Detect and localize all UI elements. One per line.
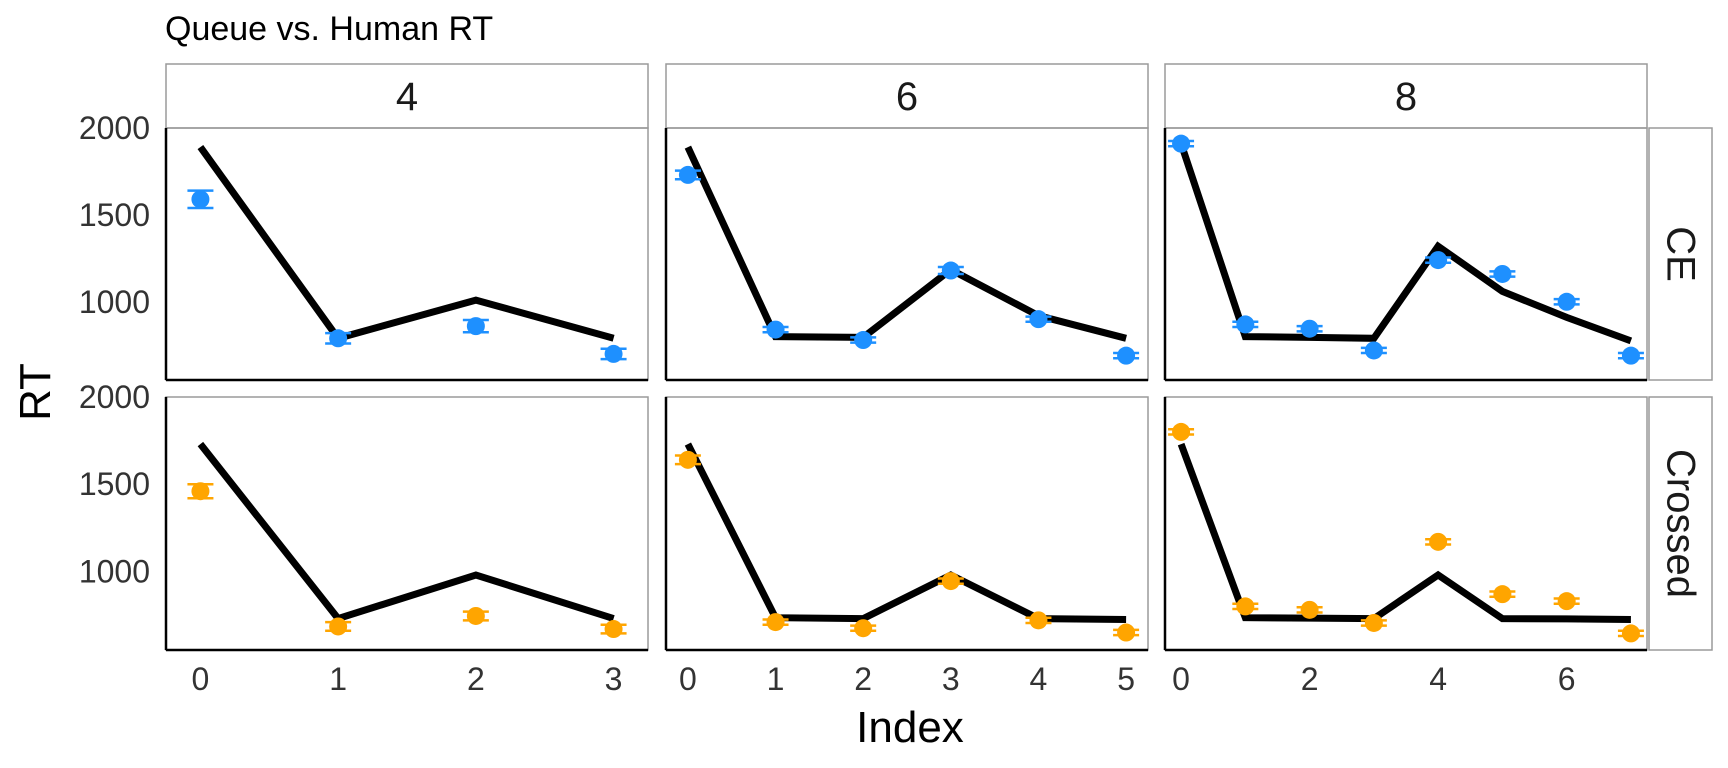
x-tick-label-8-2: 2 <box>1301 661 1319 697</box>
panel-ce-6-point-1 <box>766 320 785 339</box>
panel-crossed-8-model-line <box>1177 442 1631 623</box>
x-tick-label-6-1: 1 <box>767 661 785 697</box>
row-strip-crossed <box>1648 396 1713 651</box>
panel-ce-8-point-3 <box>1364 341 1383 360</box>
panel-crossed-4-point-1 <box>329 617 348 636</box>
x-axis-title: Index <box>856 703 964 752</box>
y-tick-label-crossed-2000: 2000 <box>79 379 150 415</box>
panel-ce-8-point-7 <box>1621 346 1640 365</box>
panel-crossed-8-point-7 <box>1621 624 1640 643</box>
panel-ce-8-point-2 <box>1300 319 1319 338</box>
panel-ce-8-point-1 <box>1236 315 1255 334</box>
chart-title: Queue vs. Human RT <box>165 10 493 48</box>
panel-crossed-4-model-line <box>197 441 615 623</box>
panel-ce-6-point-4 <box>1029 310 1048 329</box>
column-strip-8 <box>1164 63 1648 129</box>
panel-crossed-6-point-5 <box>1117 623 1136 642</box>
column-strip-label-6: 6 <box>896 75 918 119</box>
x-tick-label-4-0: 0 <box>192 661 210 697</box>
x-tick-label-6-0: 0 <box>679 661 697 697</box>
panel-crossed-8-point-4 <box>1429 532 1448 551</box>
panel-ce-8-border <box>1164 127 1648 381</box>
panel-ce-4-border <box>165 127 649 381</box>
x-tick-label-4-1: 1 <box>329 661 347 697</box>
row-strip-label-crossed: Crossed <box>1659 449 1703 598</box>
panel-crossed-8-point-0 <box>1172 422 1191 441</box>
panel-ce-8-point-5 <box>1493 264 1512 283</box>
panel-ce-8-point-6 <box>1557 292 1576 311</box>
x-tick-label-4-2: 2 <box>467 661 485 697</box>
panel-crossed-6-model-line <box>684 442 1127 623</box>
x-tick-label-8-0: 0 <box>1172 661 1190 697</box>
panel-crossed-4-border <box>165 396 649 651</box>
panel-crossed-8-point-3 <box>1364 613 1383 632</box>
y-tick-label-ce-2000: 2000 <box>79 110 150 146</box>
y-tick-label-ce-1500: 1500 <box>79 197 150 233</box>
panel-ce-4-point-1 <box>329 329 348 348</box>
panel-crossed-6-point-0 <box>678 450 697 469</box>
panel-crossed-4-point-3 <box>604 620 623 639</box>
panel-ce-6-model-line <box>684 145 1127 342</box>
panel-ce-4-point-2 <box>466 317 485 336</box>
panel-ce-6-point-5 <box>1117 346 1136 365</box>
panel-crossed-8-border <box>1164 396 1648 651</box>
x-tick-label-6-3: 3 <box>942 661 960 697</box>
column-strip-label-8: 8 <box>1395 75 1417 119</box>
x-tick-label-8-4: 4 <box>1429 661 1447 697</box>
panel-ce-8-model-line <box>1177 142 1633 345</box>
y-tick-label-ce-1000: 1000 <box>79 284 150 320</box>
x-tick-label-8-6: 6 <box>1558 661 1576 697</box>
y-tick-label-crossed-1500: 1500 <box>79 466 150 502</box>
panel-crossed-6-border <box>665 396 1149 651</box>
panel-ce-4-point-3 <box>604 344 623 363</box>
x-tick-label-4-3: 3 <box>605 661 623 697</box>
panel-crossed-8-point-2 <box>1300 600 1319 619</box>
y-tick-label-crossed-1000: 1000 <box>79 553 150 589</box>
column-strip-4 <box>165 63 649 129</box>
panel-crossed-4-point-0 <box>191 482 210 501</box>
x-tick-label-6-4: 4 <box>1030 661 1048 697</box>
panel-ce-6-point-2 <box>854 331 873 350</box>
panel-crossed-8-point-5 <box>1493 585 1512 604</box>
panel-ce-8-point-0 <box>1172 134 1191 153</box>
row-strip-label-ce: CE <box>1659 226 1703 282</box>
panel-crossed-6-point-4 <box>1029 611 1048 630</box>
column-strip-label-4: 4 <box>396 75 418 119</box>
x-tick-label-6-5: 5 <box>1117 661 1135 697</box>
panel-crossed-6-point-1 <box>766 613 785 632</box>
column-strip-6 <box>665 63 1149 129</box>
x-tick-label-6-2: 2 <box>854 661 872 697</box>
y-axis-title: RT <box>11 363 60 421</box>
panel-ce-6-point-0 <box>678 165 697 184</box>
panel-ce-8-point-4 <box>1429 251 1448 270</box>
panel-crossed-6-point-2 <box>854 619 873 638</box>
panel-crossed-8-point-1 <box>1236 597 1255 616</box>
panel-ce-4-point-0 <box>191 190 210 209</box>
row-strip-ce <box>1648 127 1713 381</box>
panel-crossed-8-point-6 <box>1557 592 1576 611</box>
panel-crossed-6-point-3 <box>941 572 960 591</box>
panel-ce-4-model-line <box>197 145 615 343</box>
panel-crossed-4-point-2 <box>466 606 485 625</box>
panel-ce-6-point-3 <box>941 261 960 280</box>
